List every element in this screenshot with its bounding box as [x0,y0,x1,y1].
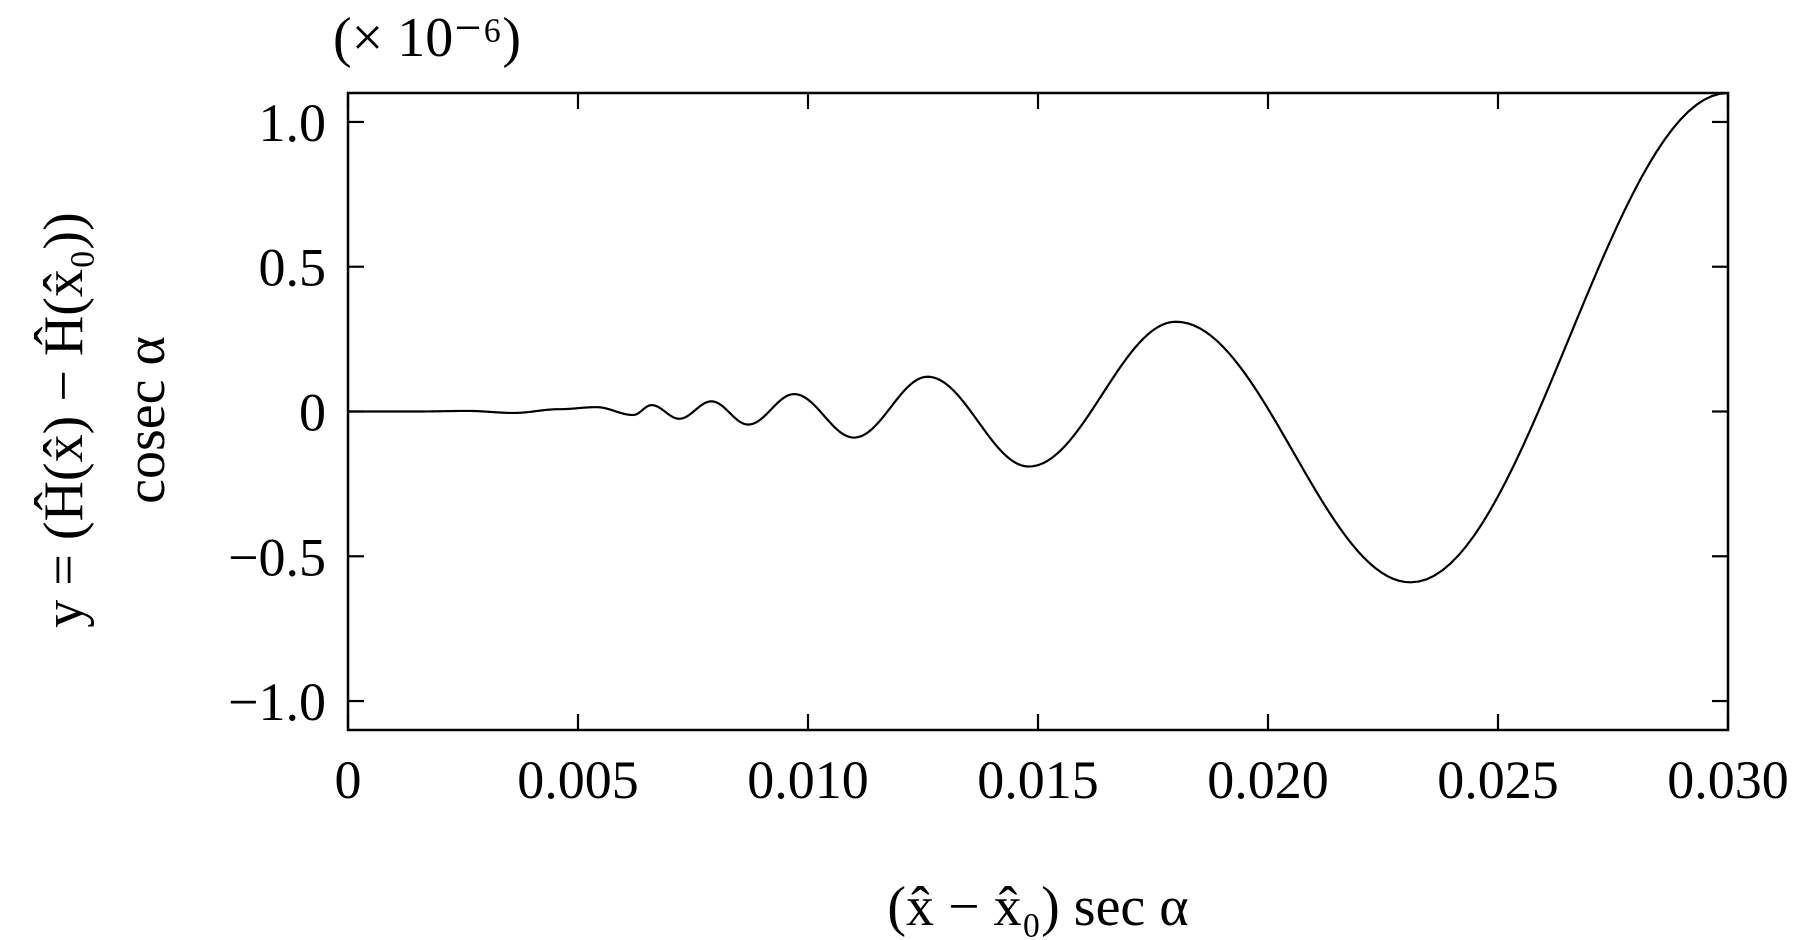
multiplier-label: (× 10⁻⁶) [333,7,521,69]
x-axis-title: (x̂ − x̂₀) sec α [887,876,1188,938]
plot-frame [346,91,1730,732]
y-tick-label: 0.5 [259,238,327,298]
ticks-layer [346,93,1730,730]
y-tick-label: 1.0 [259,93,327,153]
x-tick-label: 0.025 [1437,750,1559,810]
x-tick-label: 0.015 [977,750,1099,810]
y-axis-title-line1: y = (Ĥ(x̂) − Ĥ(x̂₀)) [33,212,95,627]
y-axis-title-line2: cosec α [115,336,177,504]
x-tick-label: 0 [335,750,362,810]
tick-labels-layer: 0 0.005 0.010 0.015 0.020 0.025 0.030 −1.0 −0.5 0… [228,93,1789,810]
x-tick-label: 0.020 [1207,750,1329,810]
y-tick-label: 0 [299,383,326,443]
y-tick-label: −1.0 [228,672,326,732]
series-line [348,91,1729,584]
x-tick-label: 0.030 [1667,750,1789,810]
x-tick-label: 0.005 [517,750,639,810]
y-tick-label: −0.5 [228,527,326,587]
x-tick-label: 0.010 [747,750,869,810]
